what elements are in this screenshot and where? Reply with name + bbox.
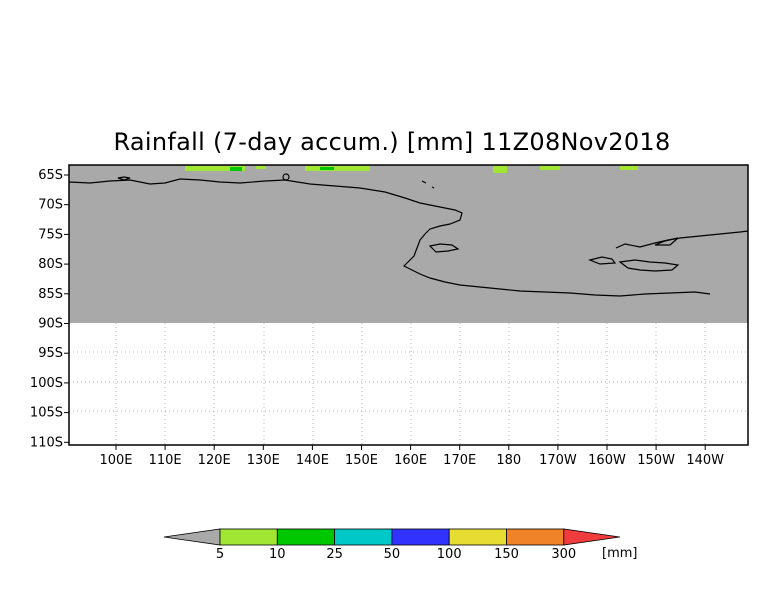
longitude-label: 160W [588, 453, 626, 468]
colorbar-segment [506, 528, 565, 546]
latitude-label: 100S [30, 376, 63, 391]
colorbar-segment [334, 528, 393, 546]
longitude-label: 160E [394, 453, 427, 468]
longitude-labels: 100E 110E 120E 130E 140E 150E 160E 170E 180 170W 1… [99, 453, 724, 468]
latitude-label: 85S [38, 287, 63, 302]
longitude-label: 170W [539, 453, 577, 468]
latitude-label: 90S [38, 317, 63, 332]
colorbar-segment-above [563, 528, 620, 546]
colorbar-level-label: 10 [269, 547, 286, 562]
longitude-label: 150W [637, 453, 675, 468]
colorbar: 5 10 25 50 100 150 300 [163, 528, 620, 562]
map-title: Rainfall (7-day accum.) [mm] 11Z08Nov201… [113, 128, 671, 156]
latitude-label: 65S [38, 168, 63, 183]
latitude-label: 80S [38, 257, 63, 272]
latitude-label: 110S [30, 435, 63, 450]
longitude-label: 120E [198, 453, 231, 468]
longitude-label: 130E [247, 453, 280, 468]
longitude-label: 100E [99, 453, 132, 468]
latitude-label: 105S [30, 406, 63, 421]
colorbar-level-label: 100 [437, 547, 462, 562]
colorbar-segment [276, 528, 335, 546]
antarctica-land-area [69, 165, 748, 323]
tick-marks [64, 174, 706, 450]
coastline [68, 173, 749, 297]
latitude-label: 70S [38, 198, 63, 213]
longitude-label: 150E [345, 453, 378, 468]
colorbar-segment [219, 528, 278, 546]
colorbar-level-label: 25 [326, 547, 343, 562]
longitude-label: 140W [686, 453, 724, 468]
grid-lines [69, 323, 748, 445]
longitude-label: 180 [496, 453, 521, 468]
longitude-label: 110E [149, 453, 182, 468]
map-frame [68, 164, 749, 446]
colorbar-segment-below [163, 528, 221, 546]
colorbar-level-label: 50 [384, 547, 401, 562]
latitude-label: 95S [38, 346, 63, 361]
colorbar-level-label: 300 [551, 547, 576, 562]
colorbar-segment [448, 528, 507, 546]
longitude-label: 170E [443, 453, 476, 468]
latitude-label: 75S [38, 227, 63, 242]
colorbar-segment [391, 528, 450, 546]
rainfall-shading [185, 166, 638, 173]
colorbar-unit-label: [mm] [602, 546, 637, 561]
latitude-labels: 65S 70S 75S 80S 85S 90S 95S 100S 105S 110S [30, 168, 63, 450]
longitude-label: 140E [296, 453, 329, 468]
colorbar-level-label: 5 [216, 547, 224, 562]
colorbar-level-label: 150 [494, 547, 519, 562]
